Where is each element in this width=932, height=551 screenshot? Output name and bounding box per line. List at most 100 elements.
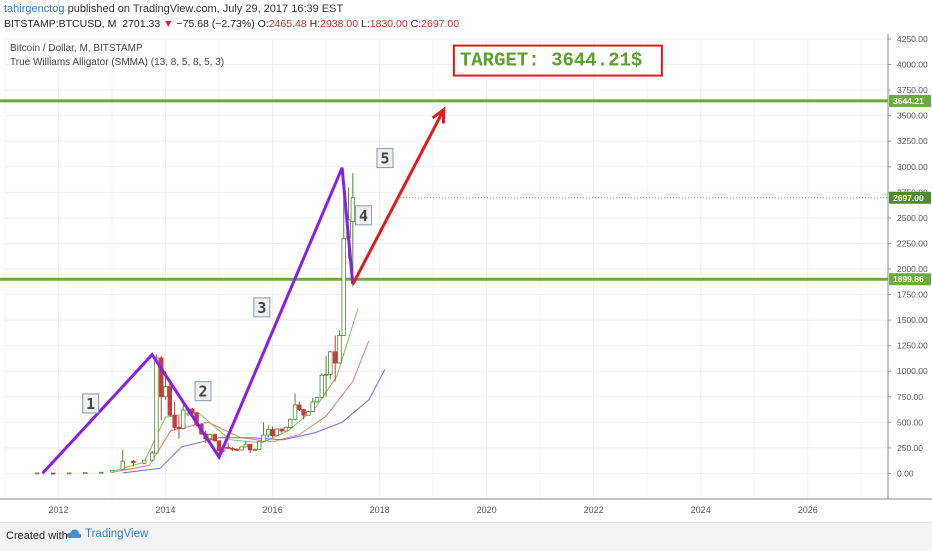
candle-down — [212, 434, 217, 442]
candle-up — [328, 351, 333, 375]
target-annotation: TARGET: 3644.21$ — [452, 44, 663, 77]
candle-up — [288, 418, 293, 428]
y-tick-label: 3250.00 — [897, 136, 928, 146]
y-tick-label: 3750.00 — [897, 85, 928, 95]
wave-label-3: 3 — [257, 299, 266, 317]
candle-down — [279, 428, 284, 432]
arrow-head-icon — [431, 106, 446, 124]
high-value: 2938.00 — [320, 18, 359, 30]
publish-text: published on TradingView.com, July 29, 2… — [64, 3, 344, 15]
y-tick-label: 0.00 — [897, 468, 914, 478]
y-tick-label: 4250.00 — [897, 34, 928, 44]
x-tick-label: 2016 — [263, 505, 283, 515]
wave-label-box — [82, 393, 100, 414]
publish-info: tahirgenctog published on TradingView.co… — [4, 3, 343, 15]
y-tick-label: 250.00 — [897, 443, 923, 453]
elliott-wave-path — [41, 167, 355, 475]
candle-down — [172, 414, 177, 428]
candle-up — [292, 404, 298, 420]
price-label-bg — [889, 191, 931, 204]
price-label: 2697.00 — [893, 193, 924, 203]
chart-title: Bitcoin / Dollar, M, BITSTAMP — [10, 43, 143, 54]
candle-up — [283, 427, 289, 432]
tradingview-brand: TradingView — [85, 528, 149, 540]
wave-label-1: 1 — [86, 395, 95, 413]
y-tick-label: 2500.00 — [897, 213, 928, 223]
alligator-teeth-line — [111, 340, 370, 473]
author-link[interactable]: tahirgenctog — [4, 3, 65, 15]
x-tick-label: 2014 — [156, 505, 176, 515]
price-label-bg — [889, 94, 931, 107]
candle-down — [230, 447, 235, 450]
wave-label-box — [376, 148, 394, 169]
candle-up — [243, 443, 249, 448]
footer-bar: Created with TradingView — [0, 522, 932, 551]
candle-up — [154, 357, 159, 454]
created-with-label: Created with — [6, 530, 68, 542]
down-arrow-icon: ▼ — [163, 18, 174, 30]
candle-up — [67, 472, 72, 475]
candle-up — [207, 434, 213, 440]
candle-down — [270, 429, 275, 437]
wave-label-2: 2 — [198, 383, 207, 401]
candle-up — [163, 386, 168, 398]
y-tick-label: 1500.00 — [897, 315, 928, 325]
candle-down — [131, 460, 136, 464]
candle-down — [159, 357, 164, 398]
candle-up — [350, 197, 356, 222]
y-tick-label: 1000.00 — [897, 366, 928, 376]
horizontal-levels — [0, 99, 888, 281]
wave-annotations: 1 2 3 4 5 — [41, 106, 446, 475]
candle-up — [341, 237, 346, 336]
candle-down — [234, 449, 239, 451]
indicator-label: True Williams Alligator (SMMA) (13, 8, 5… — [10, 57, 224, 68]
projection-arrow-line — [351, 108, 446, 286]
ohlc-info: BITSTAMP:BTCUSD, M 2701.33 ▼ −75.68 (−2.… — [4, 18, 459, 30]
candle-up — [99, 471, 104, 474]
y-tick-label: 2250.00 — [897, 238, 928, 248]
symbol-label: BITSTAMP:BTCUSD, M — [4, 18, 117, 30]
price-chart[interactable]: 4250.004000.003750.003500.003250.003000.… — [0, 34, 932, 522]
wave-label-5: 5 — [380, 150, 389, 168]
candle-up — [120, 460, 125, 470]
wave-label-4: 4 — [359, 207, 368, 225]
candle-up — [261, 434, 266, 442]
tradingview-logo[interactable]: TradingView — [66, 528, 148, 540]
close-label: C: — [410, 18, 422, 30]
candle-up — [141, 459, 147, 464]
low-value: 1830.00 — [369, 18, 408, 30]
candle-up — [319, 374, 325, 398]
candle-up — [274, 428, 280, 437]
chart-header: tahirgenctog published on TradingView.co… — [0, 0, 932, 34]
candle-down — [297, 404, 302, 410]
candle-up — [310, 401, 315, 412]
candle-up — [252, 449, 258, 451]
y-tick-label: 2000.00 — [897, 264, 928, 274]
wave-label-box — [355, 205, 373, 226]
candle-up — [109, 469, 115, 473]
candle-up — [266, 429, 271, 436]
y-tick-label: 3500.00 — [897, 111, 928, 121]
y-tick-label: 750.00 — [897, 392, 923, 402]
candle-down — [50, 472, 56, 475]
chart-axes: 4250.004000.003750.003500.003250.003000.… — [0, 34, 932, 515]
target-text: TARGET: 3644.21$ — [460, 50, 642, 72]
candle-up — [83, 472, 88, 475]
price-label: 3644.21 — [893, 96, 924, 106]
target-box-border — [452, 44, 663, 77]
y-tick-label: 4000.00 — [897, 60, 928, 70]
candle-down — [176, 427, 182, 429]
wave-label-box — [194, 381, 212, 402]
candle-up — [323, 373, 329, 376]
high-label: H: — [309, 18, 321, 30]
price-label: 1899.86 — [893, 274, 924, 284]
x-tick-label: 2026 — [798, 505, 818, 515]
price-label-bg — [889, 273, 931, 286]
candle-up — [337, 335, 342, 364]
candle-down — [225, 446, 231, 449]
y-tick-label: 1750.00 — [897, 290, 928, 300]
open-value: 2465.48 — [268, 18, 307, 30]
candle-up — [34, 472, 40, 475]
x-tick-label: 2018 — [370, 505, 390, 515]
cloud-icon — [66, 529, 82, 539]
